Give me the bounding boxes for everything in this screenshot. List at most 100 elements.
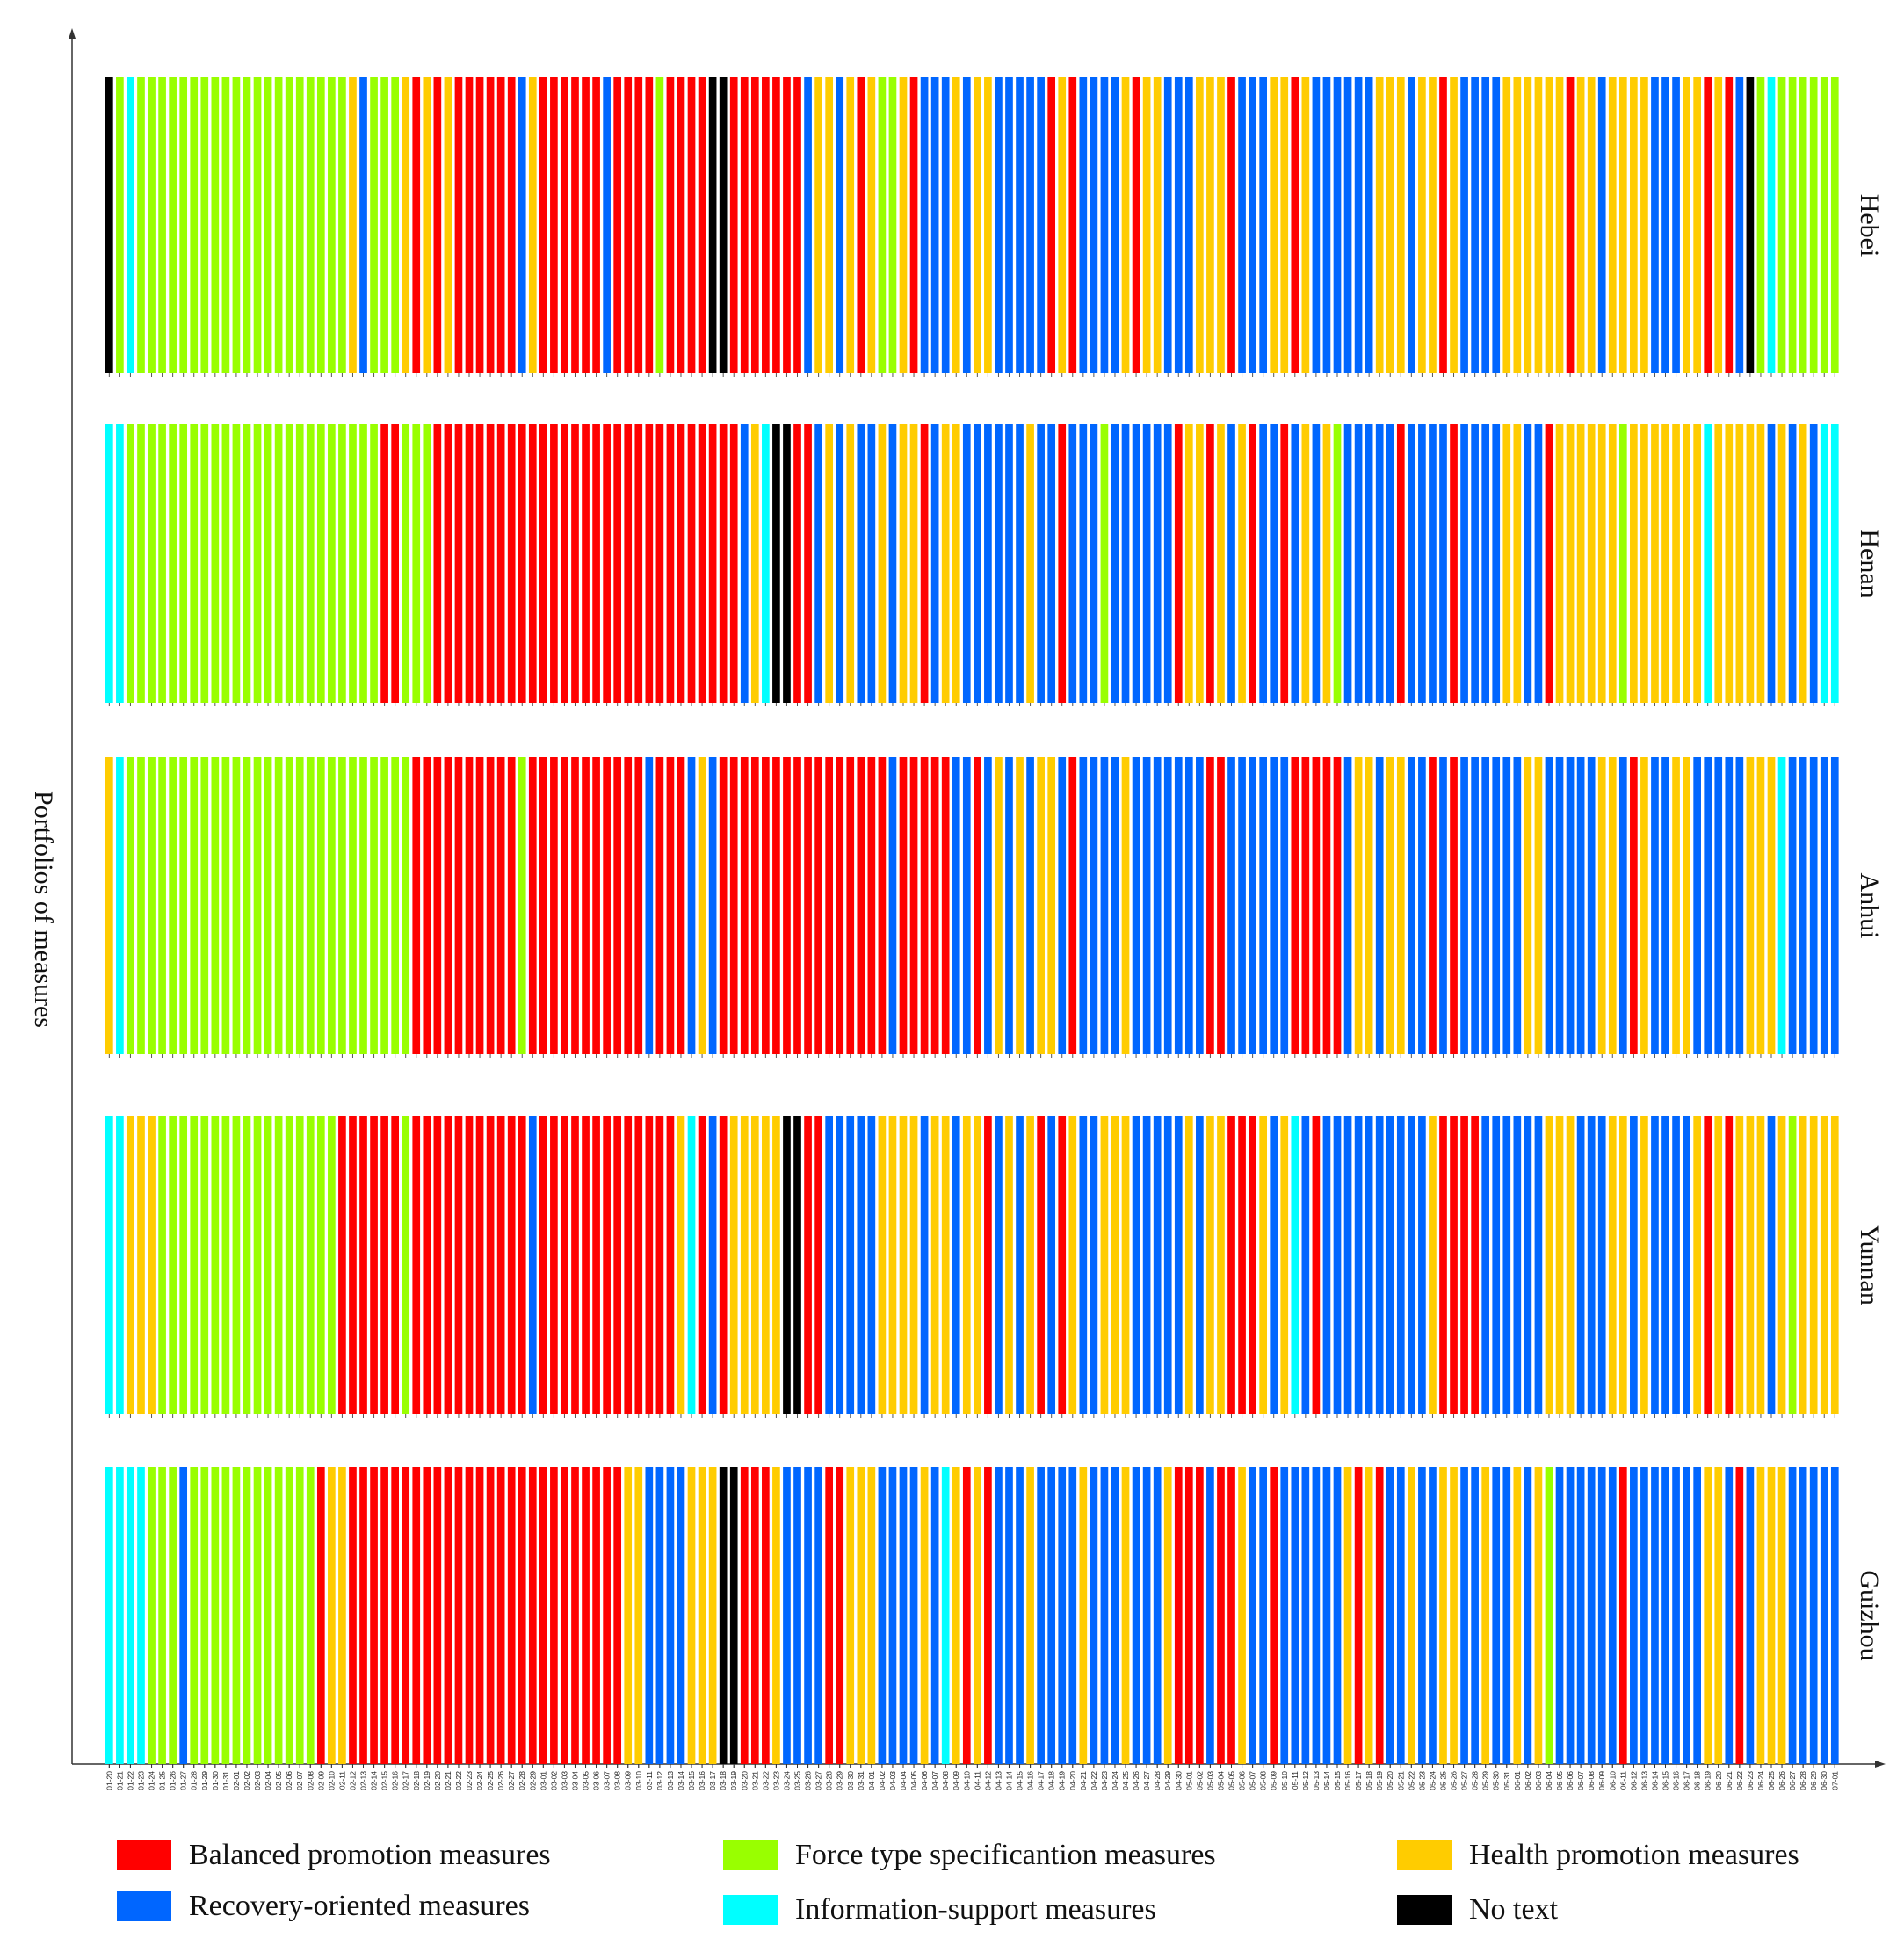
cell-henan-04-25 [1121, 424, 1130, 703]
cell-henan-05-27 [1460, 424, 1468, 703]
cell-anhui-03-27 [814, 757, 822, 1054]
cell-anhui-02-03 [253, 757, 262, 1054]
x-tick-label: 06-18 [1693, 1771, 1702, 1790]
x-tick-label: 02-20 [433, 1771, 442, 1790]
x-tick-label: 06-13 [1640, 1771, 1648, 1790]
cell-yunnan-07-01 [1830, 1116, 1839, 1414]
cell-yunnan-04-15 [1016, 1116, 1024, 1414]
cell-guizhou-02-01 [232, 1467, 241, 1764]
cell-yunnan-03-17 [708, 1116, 717, 1414]
cell-henan-05-09 [1270, 424, 1278, 703]
cell-yunnan-04-09 [952, 1116, 960, 1414]
cell-yunnan-03-20 [740, 1116, 749, 1414]
cell-henan-06-25 [1767, 424, 1776, 703]
cell-guizhou-02-23 [465, 1467, 474, 1764]
x-tick-label: 06-01 [1513, 1771, 1522, 1790]
cell-yunnan-01-30 [211, 1116, 220, 1414]
x-tick-label: 02-03 [253, 1771, 262, 1790]
cell-anhui-03-11 [645, 757, 654, 1054]
cell-yunnan-04-06 [920, 1116, 929, 1414]
x-tick-label: 06-22 [1735, 1771, 1744, 1790]
x-tick-label: 03-03 [560, 1771, 568, 1790]
cell-anhui-06-03 [1534, 757, 1543, 1054]
cell-hebei-06-15 [1661, 77, 1669, 373]
cell-hebei-02-15 [380, 77, 388, 373]
x-tick-label: 02-28 [518, 1771, 526, 1790]
cell-yunnan-04-04 [899, 1116, 908, 1414]
cell-anhui-04-11 [974, 757, 981, 1054]
cell-henan-05-08 [1259, 424, 1267, 703]
x-tick-label: 04-25 [1121, 1771, 1130, 1790]
cell-henan-02-09 [316, 424, 325, 703]
cell-henan-03-20 [740, 424, 749, 703]
cell-hebei-01-20 [105, 77, 113, 373]
cell-guizhou-04-14 [1005, 1467, 1013, 1764]
cell-hebei-06-18 [1693, 77, 1701, 373]
cell-guizhou-02-27 [507, 1467, 516, 1764]
cell-yunnan-05-20 [1386, 1116, 1394, 1414]
x-tick-label: 05-11 [1291, 1771, 1299, 1790]
cell-yunnan-02-05 [274, 1116, 283, 1414]
x-tick-label: 04-23 [1100, 1771, 1109, 1790]
cell-guizhou-04-25 [1121, 1467, 1130, 1764]
cell-hebei-06-14 [1651, 77, 1659, 373]
cell-henan-05-03 [1206, 424, 1214, 703]
x-tick-label: 04-17 [1037, 1771, 1046, 1790]
cell-anhui-03-17 [708, 757, 717, 1054]
legend-label-balanced: Balanced promotion measures [189, 1839, 551, 1871]
cell-henan-02-05 [274, 424, 283, 703]
cell-yunnan-04-12 [984, 1116, 992, 1414]
x-tick-label: 01-25 [158, 1771, 167, 1790]
cell-guizhou-05-04 [1217, 1467, 1225, 1764]
cell-henan-04-12 [984, 424, 992, 703]
cell-anhui-01-24 [148, 757, 156, 1054]
cell-yunnan-02-18 [412, 1116, 421, 1414]
cell-anhui-06-15 [1661, 757, 1669, 1054]
cell-anhui-06-27 [1788, 757, 1797, 1054]
cell-yunnan-03-01 [539, 1116, 547, 1414]
cell-hebei-05-22 [1408, 77, 1415, 373]
cell-anhui-02-20 [433, 757, 442, 1054]
cell-guizhou-04-10 [962, 1467, 971, 1764]
cell-henan-03-28 [825, 424, 833, 703]
x-tick-label: 01-30 [211, 1771, 220, 1790]
x-tick-label: 03-20 [740, 1771, 749, 1790]
x-tick-label: 02-18 [412, 1771, 421, 1790]
cell-guizhou-04-26 [1132, 1467, 1140, 1764]
cell-anhui-02-16 [391, 757, 399, 1054]
cell-guizhou-04-07 [930, 1467, 939, 1764]
cell-yunnan-04-23 [1100, 1116, 1109, 1414]
cell-anhui-03-06 [592, 757, 600, 1054]
x-tick-label: 01-21 [115, 1771, 124, 1790]
cell-henan-06-02 [1524, 424, 1532, 703]
x-tick-label: 05-16 [1343, 1771, 1352, 1790]
cell-yunnan-05-23 [1418, 1116, 1426, 1414]
cell-henan-04-19 [1058, 424, 1067, 703]
cell-guizhou-03-14 [677, 1467, 685, 1764]
cell-hebei-03-15 [687, 77, 696, 373]
x-tick-label: 04-16 [1026, 1771, 1035, 1790]
cell-hebei-03-17 [708, 77, 717, 373]
cell-anhui-02-02 [243, 757, 251, 1054]
x-tick-label: 06-21 [1725, 1771, 1734, 1790]
cell-yunnan-03-14 [677, 1116, 685, 1414]
cell-hebei-05-17 [1354, 77, 1363, 373]
cell-yunnan-04-13 [995, 1116, 1003, 1414]
cell-yunnan-04-10 [962, 1116, 971, 1414]
cell-guizhou-03-10 [634, 1467, 643, 1764]
cell-yunnan-03-02 [550, 1116, 558, 1414]
x-tick-label: 06-12 [1629, 1771, 1638, 1790]
cell-yunnan-06-08 [1587, 1116, 1596, 1414]
cell-henan-05-02 [1196, 424, 1204, 703]
cell-yunnan-04-08 [941, 1116, 950, 1414]
cell-guizhou-06-09 [1597, 1467, 1606, 1764]
cell-guizhou-05-12 [1301, 1467, 1310, 1764]
cell-guizhou-06-13 [1640, 1467, 1648, 1764]
cell-hebei-05-01 [1184, 77, 1193, 373]
cell-anhui-05-27 [1460, 757, 1468, 1054]
cell-anhui-04-21 [1079, 757, 1088, 1054]
cell-guizhou-06-18 [1693, 1467, 1701, 1764]
cell-henan-04-18 [1047, 424, 1056, 703]
cell-guizhou-03-24 [783, 1467, 791, 1764]
cell-hebei-02-19 [423, 77, 431, 373]
